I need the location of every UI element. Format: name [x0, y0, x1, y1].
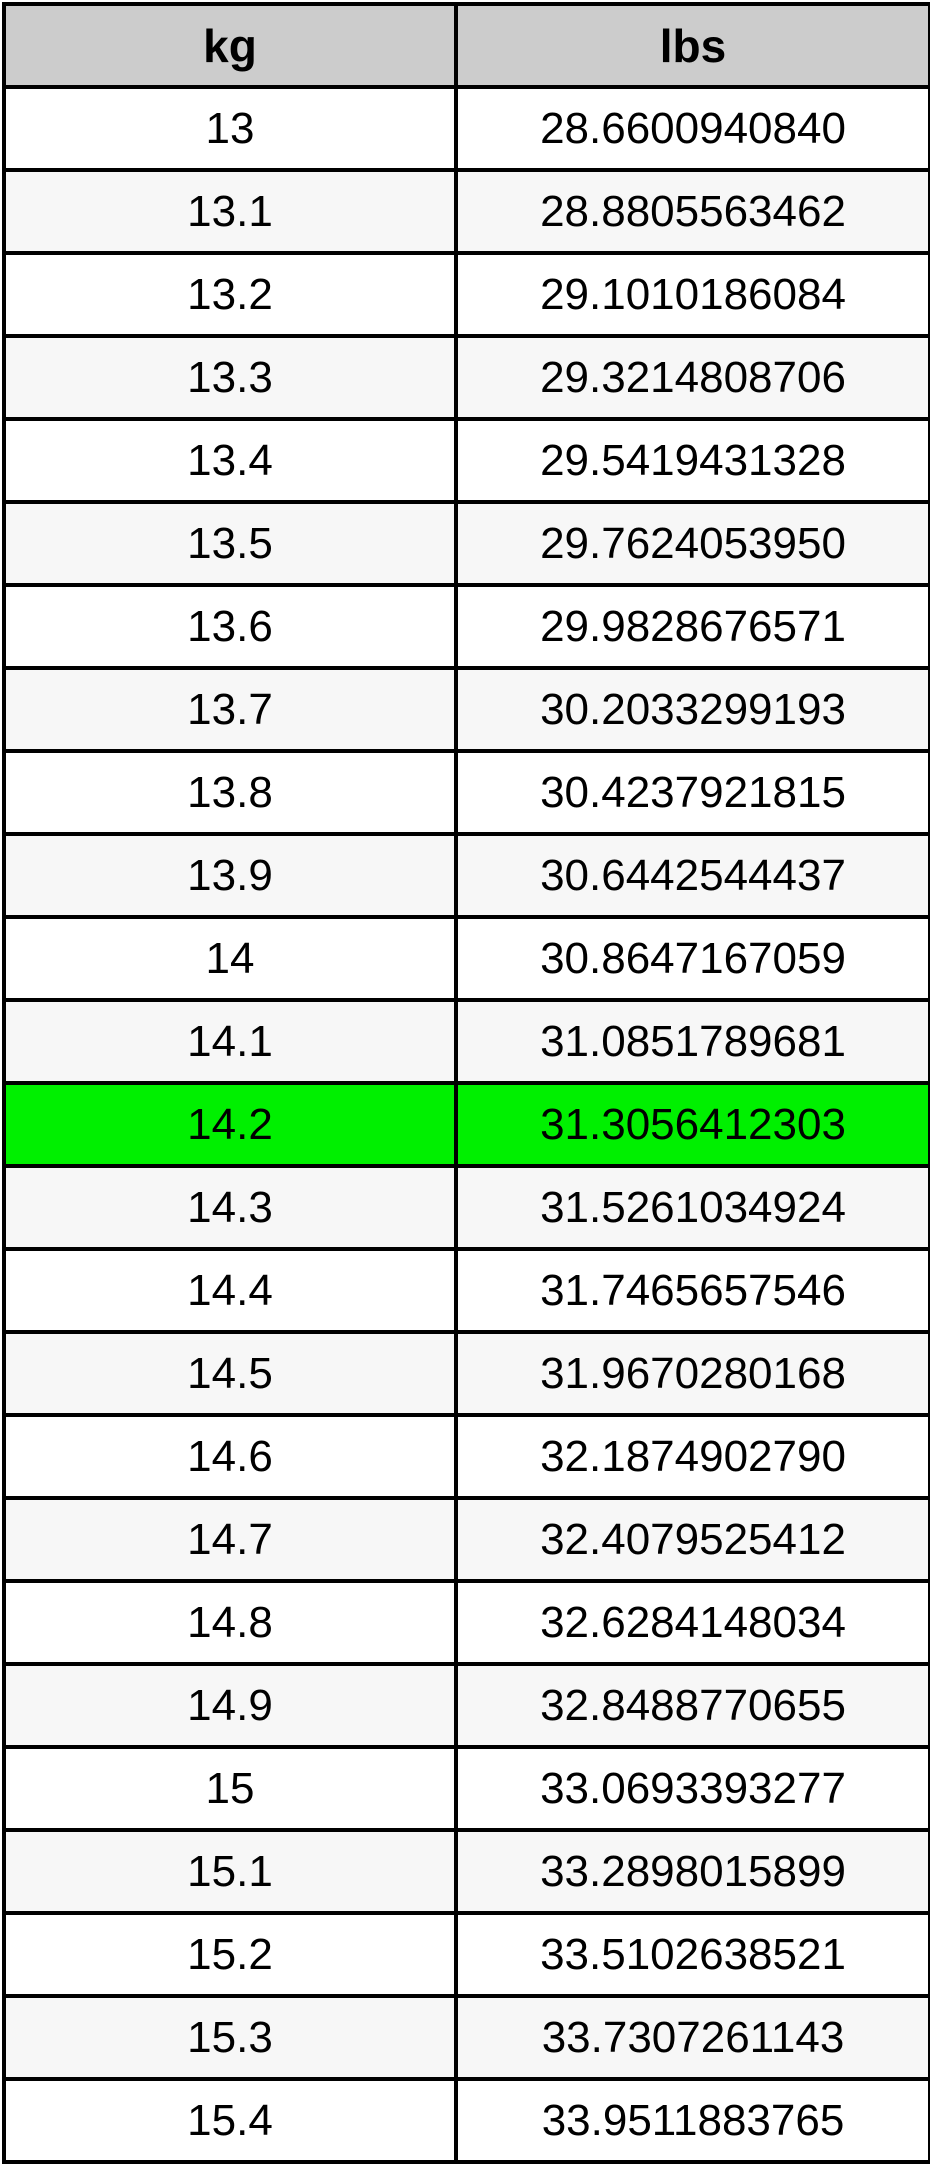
table-row: 15 33.0693393277: [2, 1745, 930, 1832]
kg-cell: 13.2: [2, 251, 458, 338]
table-row: 14.8 32.6284148034: [2, 1579, 930, 1666]
lbs-cell: 30.2033299193: [454, 666, 930, 753]
kg-cell: 13.7: [2, 666, 458, 753]
lbs-cell: 31.7465657546: [454, 1247, 930, 1334]
kg-cell: 15.4: [2, 2077, 458, 2164]
lbs-cell: 31.3056412303: [454, 1081, 930, 1168]
table-row: 14.6 32.1874902790: [2, 1413, 930, 1500]
table-row: 13.8 30.4237921815: [2, 749, 930, 836]
lbs-cell: 32.1874902790: [454, 1413, 930, 1500]
kg-cell: 14.4: [2, 1247, 458, 1334]
lbs-cell: 29.7624053950: [454, 500, 930, 587]
lbs-cell: 28.6600940840: [454, 85, 930, 172]
lbs-cell: 33.5102638521: [454, 1911, 930, 1998]
kg-cell: 13.1: [2, 168, 458, 255]
table-row: 13.9 30.6442544437: [2, 832, 930, 919]
table-row: 13.3 29.3214808706: [2, 334, 930, 421]
table-row: 14.5 31.9670280168: [2, 1330, 930, 1417]
table-row: 14.7 32.4079525412: [2, 1496, 930, 1583]
lbs-cell: 29.1010186084: [454, 251, 930, 338]
table-row: 15.3 33.7307261143: [2, 1994, 930, 2081]
kg-cell: 13: [2, 85, 458, 172]
lbs-cell: 32.4079525412: [454, 1496, 930, 1583]
kg-cell: 15.2: [2, 1911, 458, 1998]
lbs-cell: 31.0851789681: [454, 998, 930, 1085]
kg-cell: 13.9: [2, 832, 458, 919]
table-row: 13.7 30.2033299193: [2, 666, 930, 753]
kg-cell: 13.8: [2, 749, 458, 836]
lbs-cell: 33.7307261143: [454, 1994, 930, 2081]
table-row: 15.2 33.5102638521: [2, 1911, 930, 1998]
table-row: 15.1 33.2898015899: [2, 1828, 930, 1915]
table-row: 14.1 31.0851789681: [2, 998, 930, 1085]
kg-cell: 14.2: [2, 1081, 458, 1168]
kg-cell: 13.5: [2, 500, 458, 587]
table-row: 13.5 29.7624053950: [2, 500, 930, 587]
lbs-cell: 29.9828676571: [454, 583, 930, 670]
lbs-cell: 33.2898015899: [454, 1828, 930, 1915]
lbs-cell: 31.9670280168: [454, 1330, 930, 1417]
lbs-cell: 30.6442544437: [454, 832, 930, 919]
lbs-cell: 33.0693393277: [454, 1745, 930, 1832]
kg-cell: 14.6: [2, 1413, 458, 1500]
lbs-cell: 29.3214808706: [454, 334, 930, 421]
table-row: 14.9 32.8488770655: [2, 1662, 930, 1749]
kg-cell: 14.1: [2, 998, 458, 1085]
header-lbs: lbs: [454, 2, 930, 89]
table-row: 14 30.8647167059: [2, 915, 930, 1002]
table-row: 14.3 31.5261034924: [2, 1164, 930, 1251]
kg-cell: 14.7: [2, 1496, 458, 1583]
kg-cell: 13.6: [2, 583, 458, 670]
kg-cell: 14.8: [2, 1579, 458, 1666]
header-row: kg lbs: [2, 2, 930, 89]
lbs-cell: 28.8805563462: [454, 168, 930, 255]
table-row-highlighted: 14.2 31.3056412303: [2, 1081, 930, 1168]
kg-cell: 14.5: [2, 1330, 458, 1417]
kg-cell: 14.3: [2, 1164, 458, 1251]
kg-cell: 13.4: [2, 417, 458, 504]
lbs-cell: 32.8488770655: [454, 1662, 930, 1749]
table-row: 13.4 29.5419431328: [2, 417, 930, 504]
table-row: 14.4 31.7465657546: [2, 1247, 930, 1334]
lbs-cell: 30.4237921815: [454, 749, 930, 836]
kg-cell: 13.3: [2, 334, 458, 421]
table-row: 13.1 28.8805563462: [2, 168, 930, 255]
lbs-cell: 32.6284148034: [454, 1579, 930, 1666]
kg-cell: 15.1: [2, 1828, 458, 1915]
table-row: 13.2 29.1010186084: [2, 251, 930, 338]
lbs-cell: 31.5261034924: [454, 1164, 930, 1251]
kg-cell: 15.3: [2, 1994, 458, 2081]
table-row: 13 28.6600940840: [2, 85, 930, 172]
lbs-cell: 33.9511883765: [454, 2077, 930, 2164]
lbs-cell: 30.8647167059: [454, 915, 930, 1002]
lbs-cell: 29.5419431328: [454, 417, 930, 504]
table-row: 13.6 29.9828676571: [2, 583, 930, 670]
kg-cell: 15: [2, 1745, 458, 1832]
kg-cell: 14: [2, 915, 458, 1002]
kg-cell: 14.9: [2, 1662, 458, 1749]
table-row: 15.4 33.9511883765: [2, 2077, 930, 2164]
header-kg: kg: [2, 2, 458, 89]
